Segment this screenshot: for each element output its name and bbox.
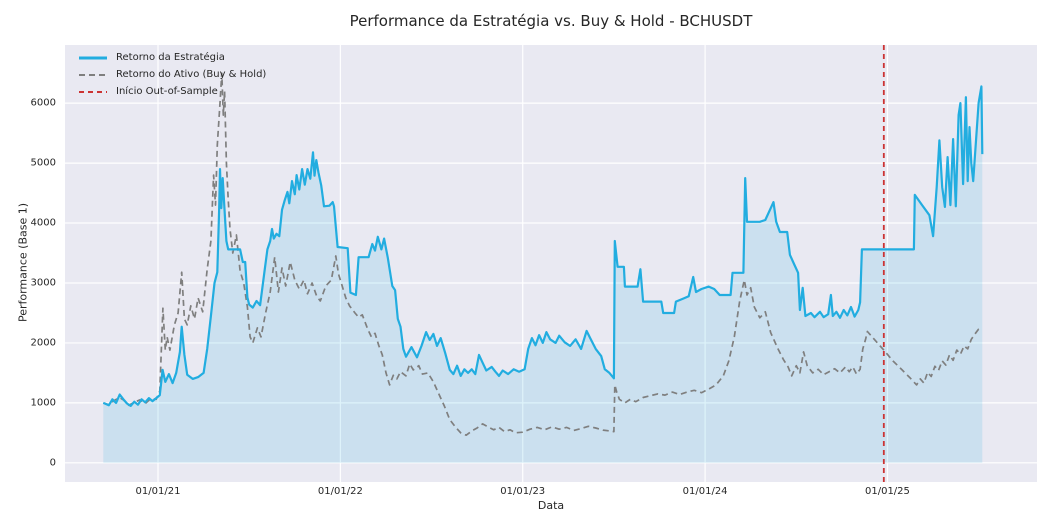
x-axis-label: Data [537, 499, 565, 512]
x-tick-label: 01/01/24 [682, 486, 728, 497]
y-tick-label: 4000 [30, 217, 56, 229]
x-tick-label: 01/01/23 [500, 486, 546, 497]
chart-title: Performance da Estratégia vs. Buy & Hold… [349, 12, 753, 30]
y-tick-label: 5000 [30, 157, 56, 169]
legend-label: Retorno da Estratégia [116, 52, 225, 63]
legend-item-buy-hold: Retorno do Ativo (Buy & Hold) [78, 68, 266, 82]
y-tick-label: 6000 [30, 97, 56, 109]
legend-label: Retorno do Ativo (Buy & Hold) [116, 69, 267, 80]
x-tick-label: 01/01/22 [317, 486, 363, 497]
y-tick-label: 0 [49, 457, 56, 469]
legend-swatch-strategy-icon [79, 56, 107, 60]
y-axis-label: Performance (Base 1) [16, 202, 30, 323]
legend-item-strategy: Retorno da Estratégia [78, 51, 266, 65]
legend-label: Início Out-of-Sample [116, 86, 218, 97]
y-tick-label: 2000 [30, 337, 56, 349]
x-tick-label: 01/01/21 [135, 486, 181, 497]
legend-swatch-buy-hold-icon [79, 74, 107, 76]
y-tick-label: 1000 [30, 397, 56, 409]
y-tick-label: 3000 [30, 277, 56, 289]
legend-swatch-out-of-sample-icon [79, 91, 107, 93]
x-tick-label: 01/01/25 [864, 486, 910, 497]
legend-item-out-of-sample: Início Out-of-Sample [78, 85, 266, 99]
legend: Retorno da Estratégia Retorno do Ativo (… [78, 51, 266, 99]
